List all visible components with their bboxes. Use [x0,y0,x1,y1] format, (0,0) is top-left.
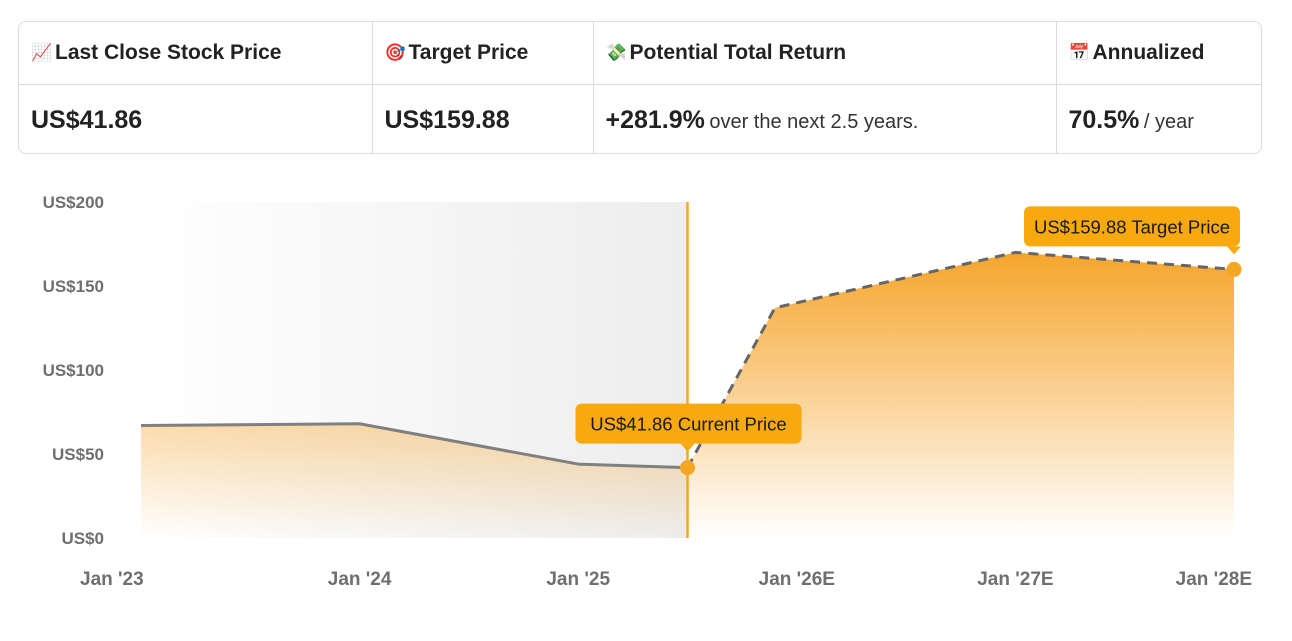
x-tick-label: Jan '26E [759,569,835,590]
price-area-fill [141,252,1234,538]
target-price-header: 🎯 Target Price [372,22,594,85]
x-tick-label: Jan '25 [546,569,610,590]
total-return-header: 💸 Potential Total Return [593,22,1057,85]
money-with-wings-icon: 💸 [605,43,627,62]
data-point-marker [1226,261,1242,277]
target-price-value: US$159.88 [384,105,510,134]
price-chart: US$0 US$50 US$100 US$150 US$200 Jan '23 Jan '2… [43,193,1252,590]
total-return-value: +281.9% [605,105,705,134]
y-tick-label: US$200 [43,193,104,212]
annualized-label: Annualized [1092,41,1205,64]
historical-price-line [140,422,688,470]
last-close-label: Last Close Stock Price [55,41,282,64]
last-close-value: US$41.86 [31,105,143,134]
annualized-value: 70.5% [1068,105,1140,134]
data-point-marker [680,460,695,476]
callout-label: US$41.86 Current Price [590,414,786,435]
target-price-label: Target Price [408,41,529,64]
current-price-callout: US$41.86 Current Price [575,403,802,452]
x-tick-label: Jan '23 [80,569,144,590]
chart-increasing-icon: 📈 [31,43,53,62]
y-tick-label: US$100 [43,361,104,380]
x-tick-label: Jan '24 [328,569,392,590]
x-tick-label: Jan '27E [977,569,1053,590]
callout-tail [680,443,695,452]
target-price-cell: US$159.88 [372,84,594,153]
total-return-cell: +281.9% over the next 2.5 years. [593,84,1057,153]
callout-box [1024,206,1240,247]
annualized-header: 📅 Annualized [1056,22,1261,85]
annualized-text: / year [1143,110,1194,133]
total-return-label: Potential Total Return [629,41,847,64]
y-tick-label: US$0 [61,529,104,548]
callout-label: US$159.88 Target Price [1034,216,1230,237]
price-summary-table: 📈 Last Close Stock Price 🎯 Target Price 💸 P… [18,21,1262,154]
calendar-icon: 📅 [1068,43,1090,62]
y-tick-label: US$50 [52,445,104,464]
last-close-cell: US$41.86 [19,84,373,153]
callout-box [575,403,802,444]
y-tick-label: US$150 [43,277,104,296]
target-price-callout: US$159.88 Target Price [1024,206,1241,255]
annualized-cell: 70.5% / year [1056,85,1261,154]
forecast-price-line [686,250,1235,469]
target-icon: 🎯 [384,43,406,62]
last-close-header: 📈 Last Close Stock Price [19,22,373,85]
callout-tail [1227,246,1241,255]
total-return-text: over the next 2.5 years. [709,110,919,133]
x-tick-label: Jan '28E [1176,569,1252,590]
